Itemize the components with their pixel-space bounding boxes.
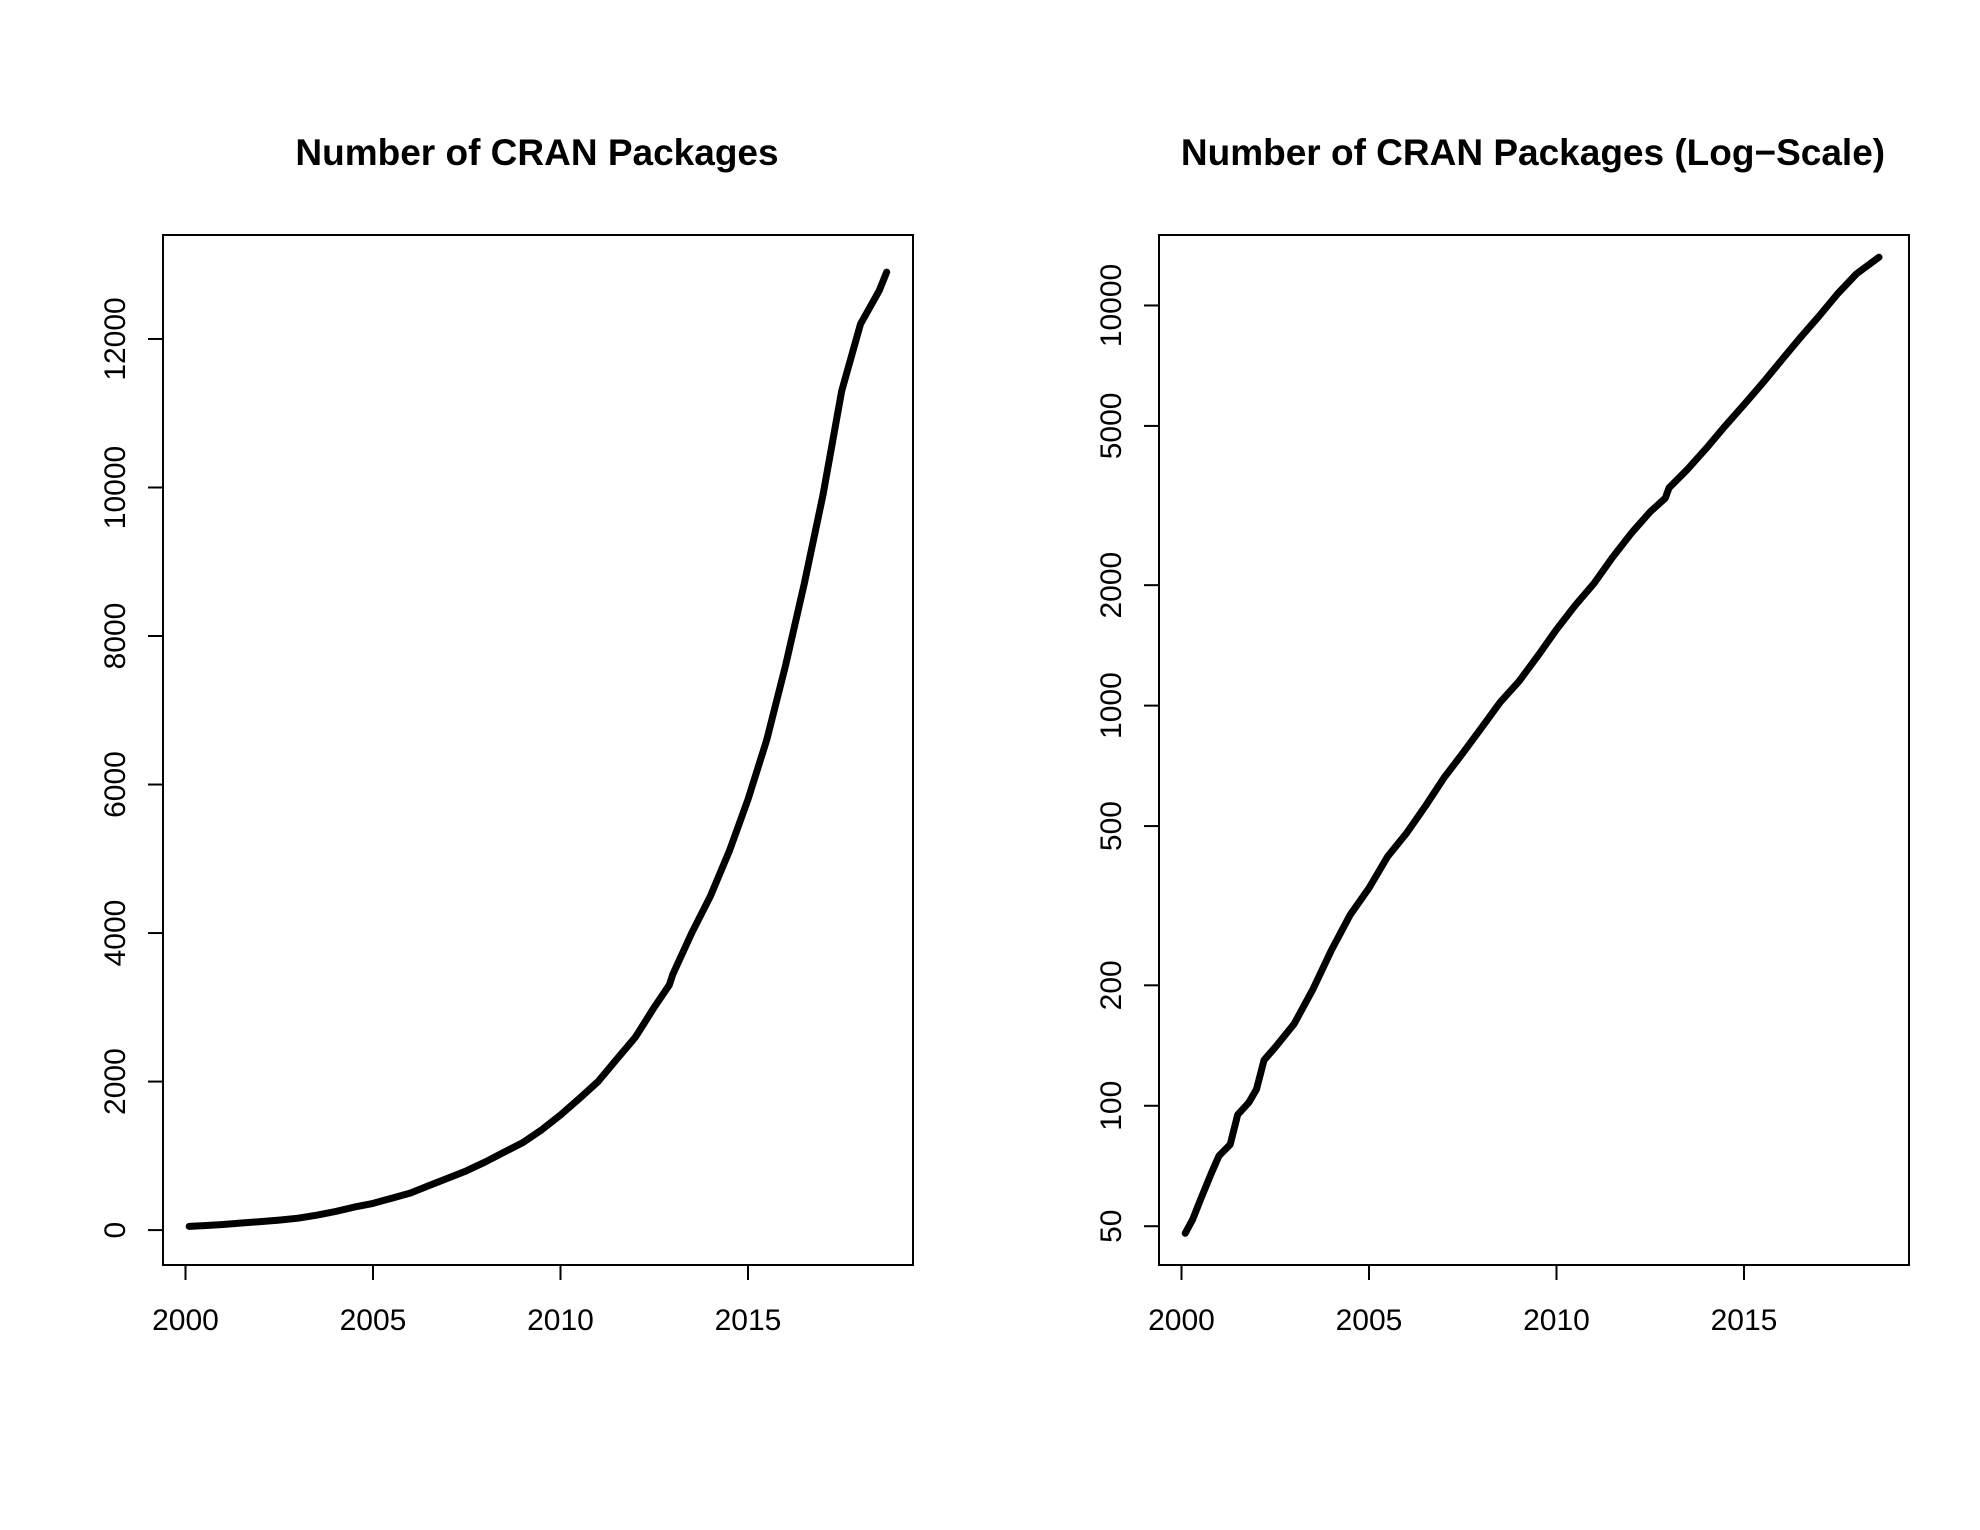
y-tick-label: 100 <box>1095 1081 1128 1131</box>
y-tick-label: 200 <box>1095 960 1128 1010</box>
x-tick-label: 2000 <box>1148 1304 1215 1337</box>
y-tick-label: 10000 <box>1095 264 1128 347</box>
y-tick-label: 10000 <box>99 446 132 529</box>
y-tick-label: 2000 <box>1095 552 1128 619</box>
x-tick-label: 2005 <box>340 1304 407 1337</box>
x-tick-label: 2005 <box>1336 1304 1403 1337</box>
x-tick-label: 2015 <box>1711 1304 1778 1337</box>
x-tick-label: 2010 <box>1523 1304 1590 1337</box>
series-line <box>185 268 891 1230</box>
y-tick-label: 8000 <box>99 603 132 670</box>
chart-title: Number of CRAN Packages (Log−Scale) <box>1181 132 1885 173</box>
x-tick-label: 2015 <box>715 1304 782 1337</box>
chart-panel-linear: Number of CRAN Packages 2000 2005 2010 2015… <box>99 132 914 1337</box>
series-group <box>185 268 891 1230</box>
plot-frame <box>162 234 914 1266</box>
y-tick-label: 6000 <box>99 751 132 818</box>
y-tick-label: 4000 <box>99 900 132 967</box>
y-tick-label: 50 <box>1095 1210 1128 1243</box>
series-line <box>1181 253 1883 1237</box>
y-tick-label: 5000 <box>1095 393 1128 460</box>
y-tick-label: 0 <box>99 1222 132 1239</box>
x-tick-label: 2000 <box>152 1304 219 1337</box>
x-axis: 2000 2005 2010 2015 <box>152 1264 782 1337</box>
chart-panel-log: Number of CRAN Packages (Log−Scale) 2000… <box>1095 132 1910 1337</box>
y-tick-label: 12000 <box>99 297 132 380</box>
y-tick-label: 500 <box>1095 801 1128 851</box>
y-axis: 50 100 200 500 1000 2000 5000 10000 <box>1095 264 1160 1243</box>
y-axis: 0 2000 4000 6000 8000 10000 12000 <box>99 297 164 1239</box>
x-axis: 2000 2005 2010 2015 <box>1148 1264 1778 1337</box>
series-group <box>1181 253 1883 1237</box>
x-tick-label: 2010 <box>527 1304 594 1337</box>
y-tick-label: 1000 <box>1095 672 1128 739</box>
chart-title: Number of CRAN Packages <box>295 132 778 173</box>
plot-frame <box>1158 234 1910 1266</box>
y-tick-label: 2000 <box>99 1048 132 1115</box>
